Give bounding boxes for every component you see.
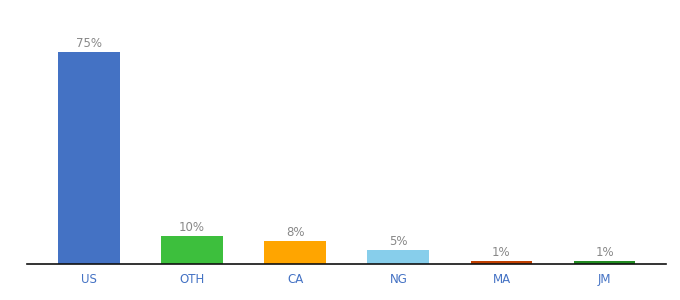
Bar bbox=[574, 261, 636, 264]
Text: 1%: 1% bbox=[492, 246, 511, 259]
Text: 1%: 1% bbox=[595, 246, 614, 259]
Bar bbox=[367, 250, 429, 264]
Bar bbox=[265, 242, 326, 264]
Text: 5%: 5% bbox=[389, 235, 407, 248]
Bar bbox=[58, 52, 120, 264]
Text: 8%: 8% bbox=[286, 226, 305, 239]
Bar bbox=[161, 236, 223, 264]
Text: 75%: 75% bbox=[76, 37, 102, 50]
Text: 10%: 10% bbox=[179, 220, 205, 233]
Bar bbox=[471, 261, 532, 264]
